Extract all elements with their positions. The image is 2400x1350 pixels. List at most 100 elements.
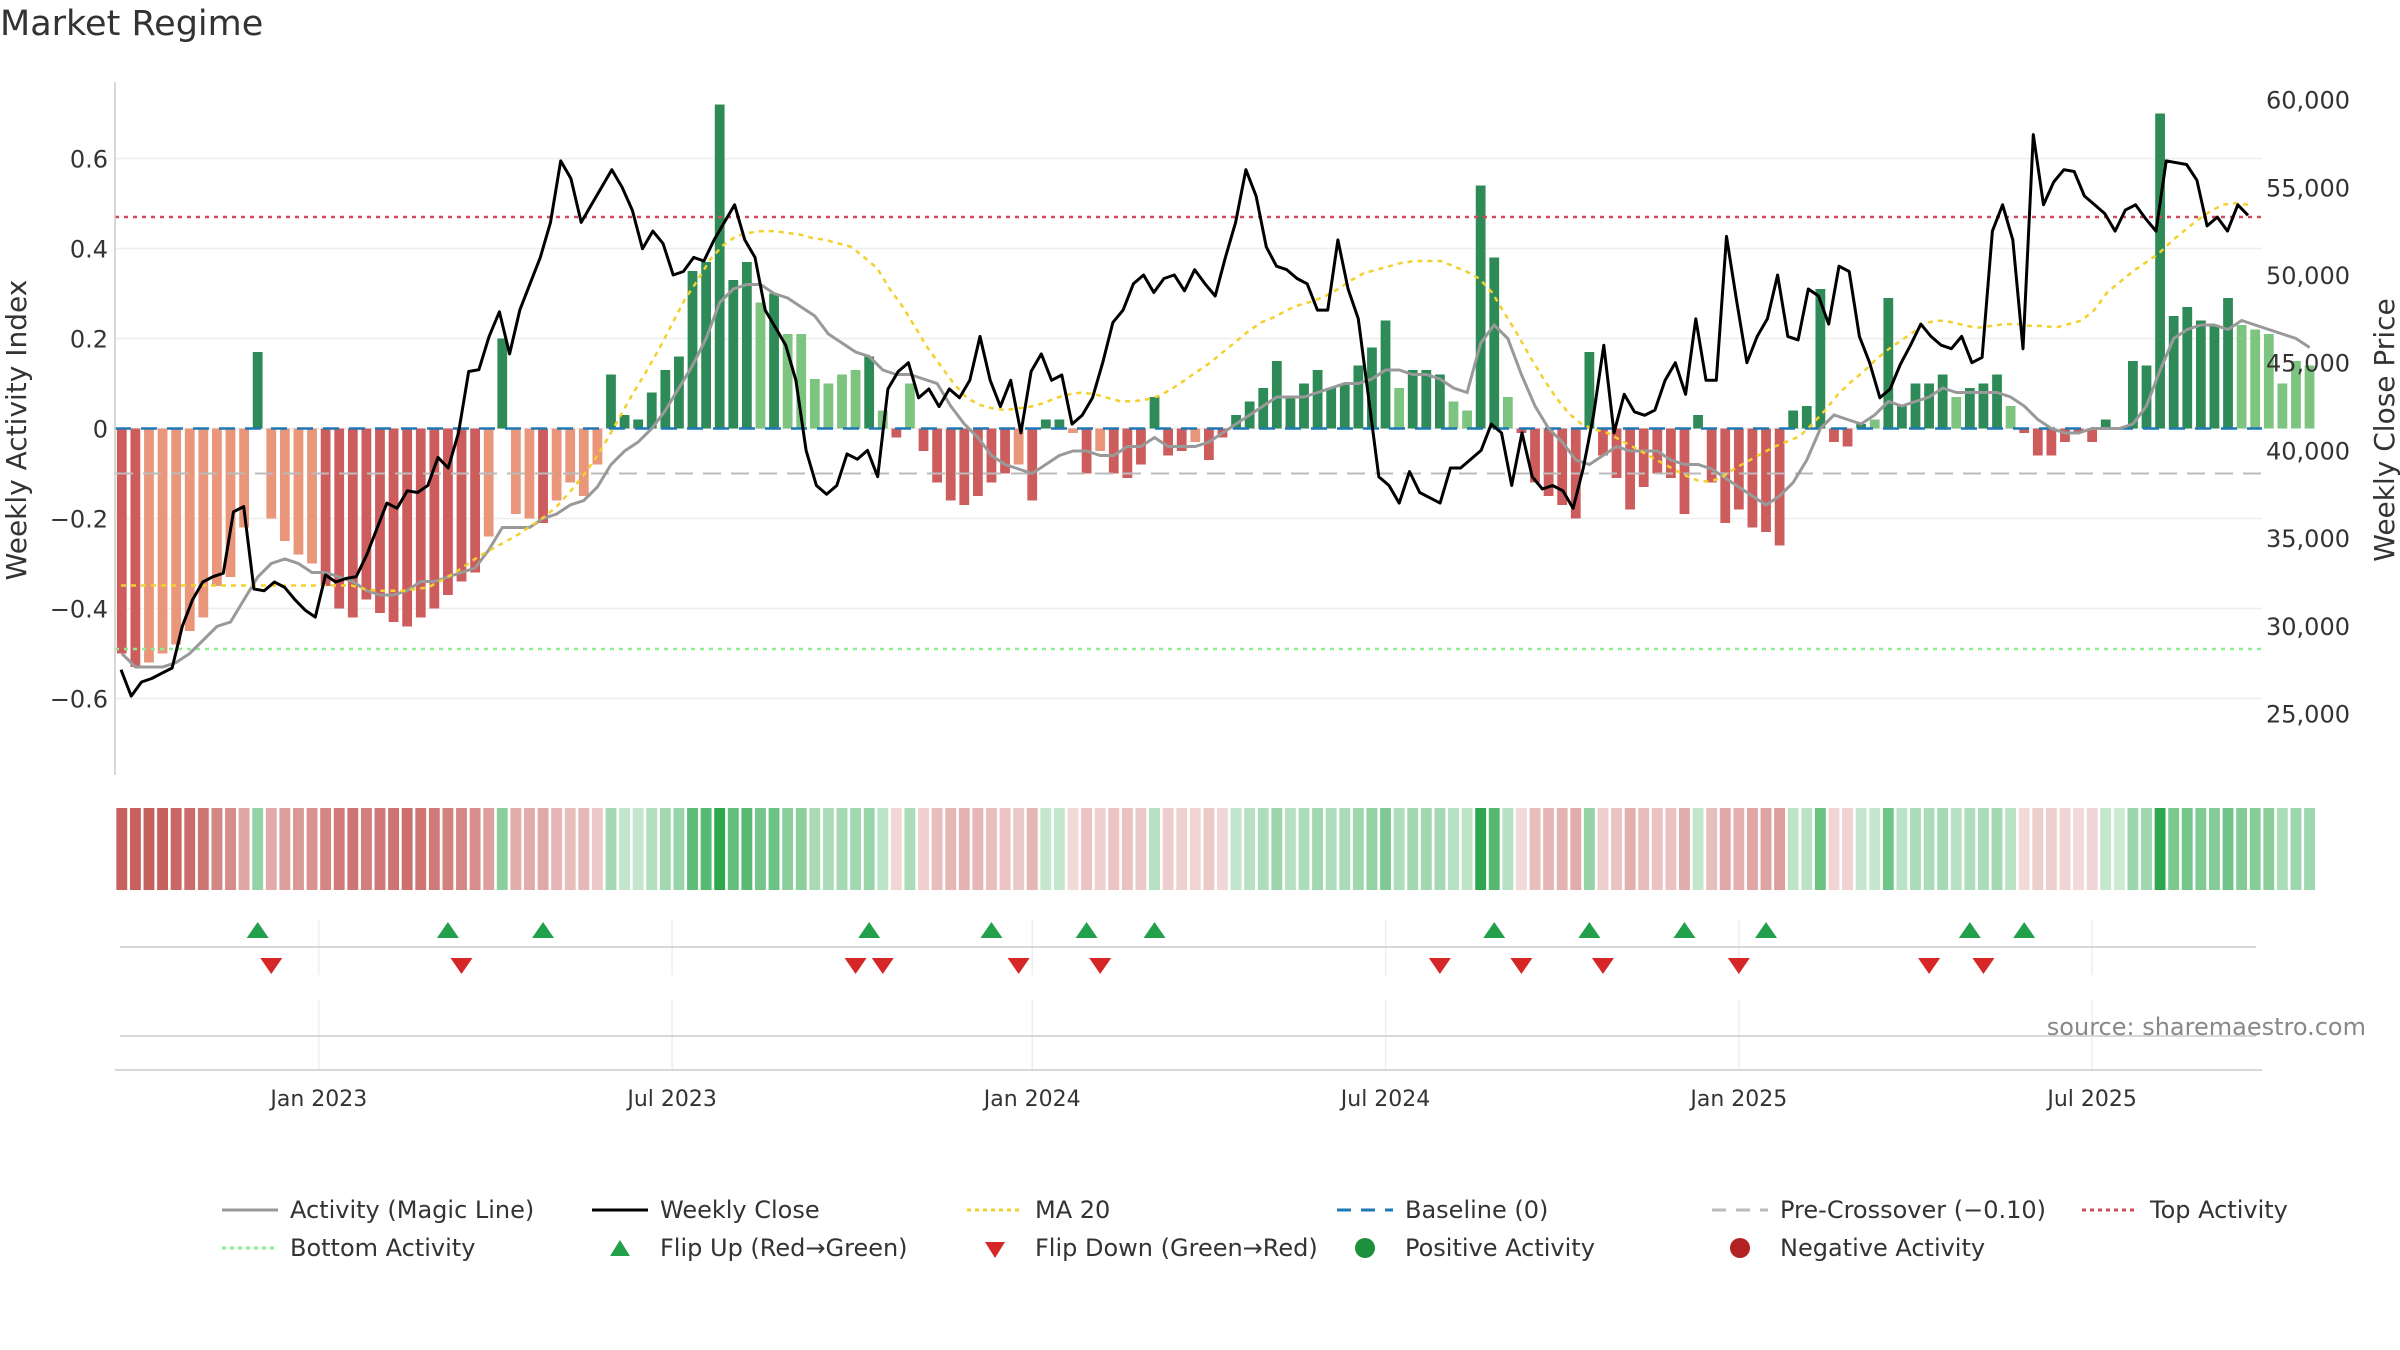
activity-bar xyxy=(809,379,820,429)
flip-up-marker xyxy=(246,922,269,938)
activity-bar xyxy=(592,428,603,465)
activity-bar xyxy=(1611,428,1622,478)
regime-strip-cell xyxy=(1434,808,1446,890)
regime-strip-cell xyxy=(1624,808,1636,890)
flip-down-marker xyxy=(1510,958,1533,974)
flip-down-marker xyxy=(1007,958,1030,974)
activity-bar xyxy=(1502,397,1513,429)
activity-bar xyxy=(1733,428,1744,510)
regime-strip-cell xyxy=(143,808,155,890)
regime-strip-cell xyxy=(293,808,304,890)
activity-bar xyxy=(1598,428,1608,456)
regime-strip-cell xyxy=(1869,808,1881,890)
regime-strip-cell xyxy=(1352,808,1364,890)
regime-strip-cell xyxy=(1176,808,1188,890)
regime-strip-cell xyxy=(1991,808,2003,890)
regime-strip-cell xyxy=(809,808,821,890)
activity-bar xyxy=(1856,424,1867,429)
activity-bar xyxy=(1380,320,1391,429)
activity-bar xyxy=(619,415,630,429)
activity-bar xyxy=(1625,428,1636,510)
regime-strip-cell xyxy=(1583,808,1595,890)
y2-axis-label: Weekly Close Price xyxy=(2368,298,2400,561)
y-tick-label: 0.6 xyxy=(70,146,108,174)
series-lines xyxy=(119,133,2311,698)
regime-strip-cell xyxy=(1896,808,1908,890)
activity-bar xyxy=(674,356,684,429)
regime-strip-cell xyxy=(2276,808,2288,890)
regime-strip-cell xyxy=(863,808,875,890)
regime-strip-cell xyxy=(1950,808,1962,890)
activity-bar xyxy=(184,428,195,631)
regime-strip-cell xyxy=(1217,808,1228,890)
regime-strip-cell xyxy=(320,808,332,890)
activity-bar xyxy=(2032,428,2043,456)
y2-tick-label: 45,000 xyxy=(2266,350,2350,378)
regime-strip-cell xyxy=(1842,808,1853,890)
regime-strip-cell xyxy=(279,808,291,890)
activity-bar xyxy=(728,280,739,429)
activity-bar xyxy=(2304,365,2315,429)
regime-strip-cell xyxy=(1719,808,1731,890)
regime-strip xyxy=(116,808,2315,890)
y2-tick-label: 55,000 xyxy=(2266,174,2350,202)
activity-bars xyxy=(116,104,2315,667)
activity-bar xyxy=(633,419,644,429)
regime-strip-cell xyxy=(1271,808,1283,890)
regime-strip-cell xyxy=(1244,808,1256,890)
regime-strip-cell xyxy=(1230,808,1242,890)
regime-strip-cell xyxy=(2181,808,2193,890)
regime-strip-cell xyxy=(1679,808,1690,890)
y2-tick-label: 50,000 xyxy=(2266,262,2350,290)
regime-strip-cell xyxy=(972,808,984,890)
regime-strip-cell xyxy=(1651,808,1663,890)
legend-label: Activity (Magic Line) xyxy=(290,1196,535,1224)
activity-bar xyxy=(660,370,671,429)
legend-label: Flip Up (Red→Green) xyxy=(660,1234,908,1262)
activity-bar xyxy=(144,428,154,663)
activity-bar xyxy=(1054,419,1065,429)
flip-up-marker xyxy=(2013,922,2036,938)
activity-bar xyxy=(837,374,847,429)
regime-strip-cell xyxy=(1855,808,1867,890)
activity-bar xyxy=(1000,428,1010,474)
activity-bar xyxy=(1353,365,1364,429)
y-tick-label: −0.2 xyxy=(50,506,108,534)
activity-bar xyxy=(565,428,576,483)
flip-up-marker xyxy=(858,922,881,938)
regime-strip-cell xyxy=(1325,808,1337,890)
activity-bar xyxy=(2263,334,2274,429)
flip-down-marker xyxy=(1918,958,1941,974)
regime-strip-cell xyxy=(999,808,1011,890)
y2-tick-label: 40,000 xyxy=(2266,437,2350,465)
y-tick-label: 0.2 xyxy=(70,326,108,354)
activity-bar xyxy=(307,428,317,564)
activity-bar xyxy=(347,428,358,618)
y-tick-label: −0.4 xyxy=(50,596,108,624)
activity-bar xyxy=(782,334,793,429)
regime-strip-cell xyxy=(374,808,386,890)
activity-bar xyxy=(293,428,304,555)
regime-strip-cell xyxy=(129,808,141,890)
regime-strip-cell xyxy=(524,808,535,890)
activity-bar xyxy=(1666,428,1676,478)
regime-strip-cell xyxy=(632,808,644,890)
activity-bar xyxy=(1584,352,1595,429)
activity-bar xyxy=(2019,428,2030,433)
regime-strip-cell xyxy=(2263,808,2275,890)
regime-strip-cell xyxy=(415,808,427,890)
regime-strip-cell xyxy=(157,808,168,890)
regime-strip-cell xyxy=(1067,808,1079,890)
regime-strip-cell xyxy=(238,808,250,890)
regime-strip-cell xyxy=(1121,808,1133,890)
activity-bar xyxy=(1883,298,1894,429)
activity-bar xyxy=(2128,361,2138,429)
activity-bar xyxy=(1829,428,1839,442)
regime-strip-cell xyxy=(755,808,766,890)
activity-bar xyxy=(279,428,290,541)
regime-strip-cell xyxy=(1787,808,1799,890)
activity-bar xyxy=(1964,388,1975,429)
regime-strip-cell xyxy=(1298,808,1310,890)
activity-bar xyxy=(538,428,548,523)
